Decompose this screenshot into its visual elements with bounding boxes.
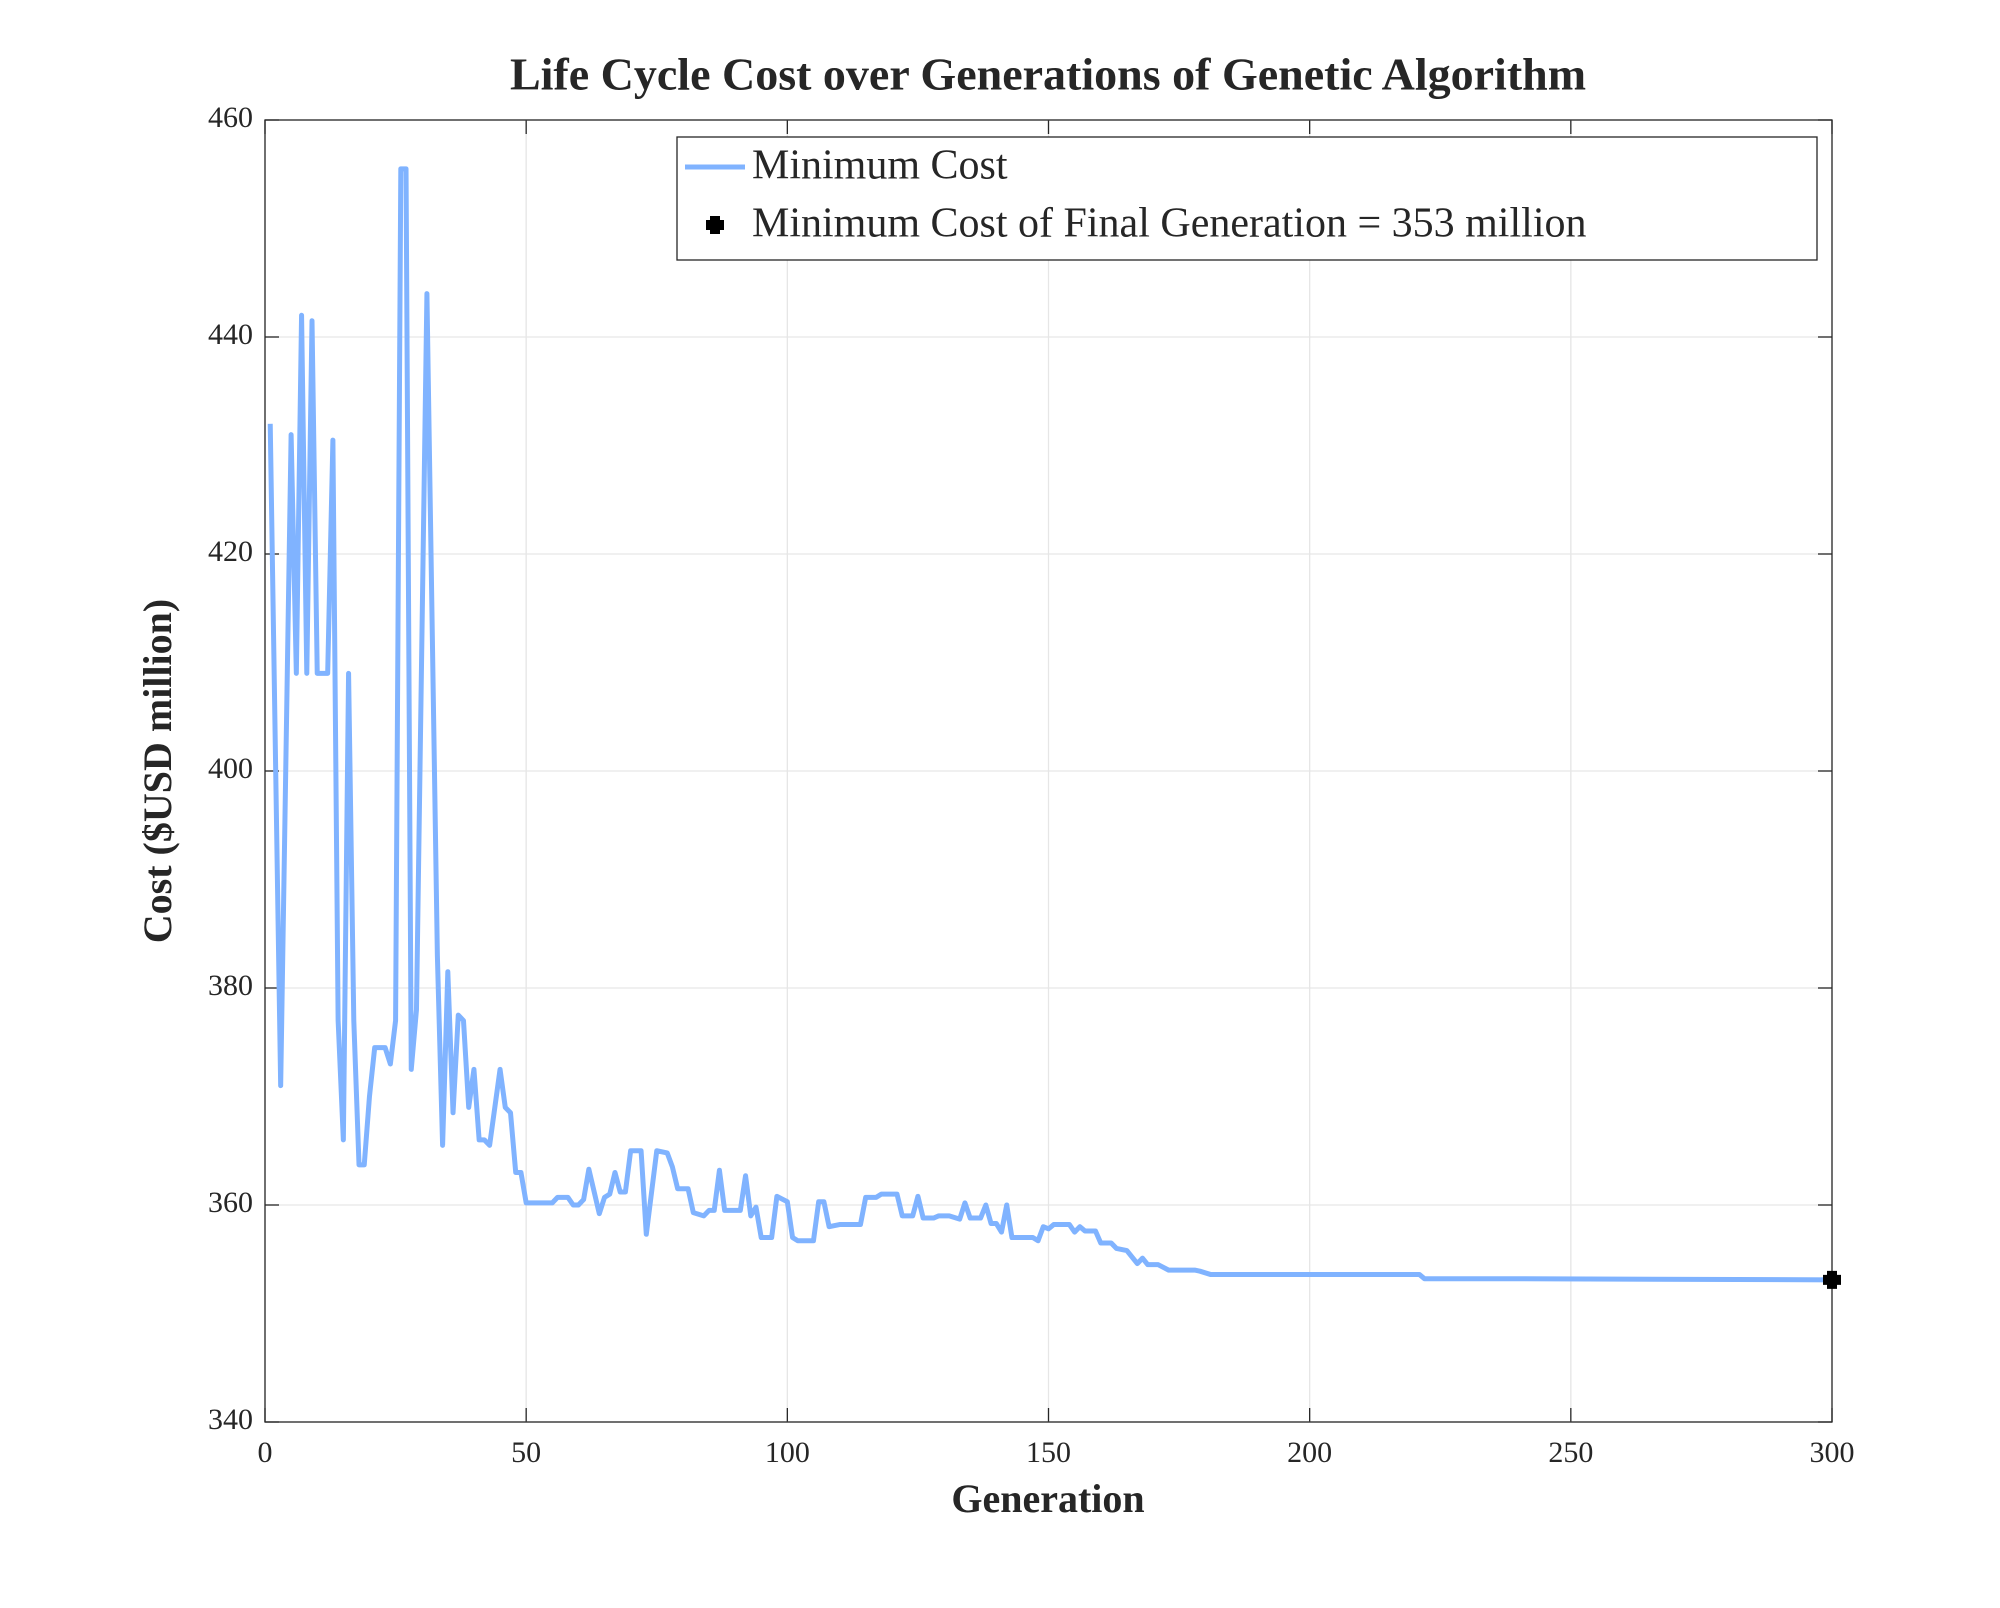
y-tick-label: 440	[208, 318, 253, 351]
x-tick-label: 0	[258, 1436, 273, 1469]
data-line	[267, 166, 1833, 1283]
final-marker	[1823, 1270, 1841, 1289]
legend-box	[676, 136, 1818, 261]
y-tick-label: 400	[208, 752, 253, 785]
legend-label: Minimum Cost of Final Generation = 353 m…	[752, 201, 1586, 247]
x-tick-label: 250	[1548, 1436, 1593, 1469]
axes-box	[264, 119, 1833, 1423]
y-tick-label: 460	[208, 101, 253, 134]
y-tick-label: 340	[208, 1403, 253, 1436]
y-tick-label: 420	[208, 535, 253, 568]
x-tick-label: 50	[511, 1436, 541, 1469]
x-tick-label: 150	[1026, 1436, 1071, 1469]
legend-marker	[706, 216, 724, 234]
y-tick-label: 380	[208, 969, 253, 1002]
x-tick-label: 100	[765, 1436, 810, 1469]
chart-title: Life Cycle Cost over Generations of Gene…	[510, 49, 1586, 100]
y-axis-label: Cost ($USD million)	[135, 599, 180, 943]
x-axis-label: Generation	[951, 1476, 1144, 1521]
legend-label: Minimum Cost	[752, 143, 1008, 189]
y-tick-label: 360	[208, 1186, 253, 1219]
x-tick-label: 200	[1287, 1436, 1332, 1469]
x-tick-label: 300	[1810, 1436, 1855, 1469]
